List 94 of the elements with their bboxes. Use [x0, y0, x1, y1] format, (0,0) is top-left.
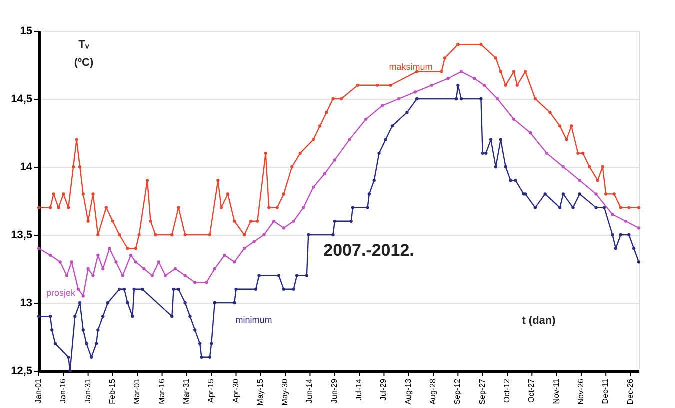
x-tick-label: Jun-29 — [330, 378, 339, 404]
x-tick-label: May-15 — [256, 378, 265, 406]
point — [102, 267, 105, 271]
x-tick-label: Dec-11 — [601, 378, 610, 404]
point — [364, 118, 368, 121]
point — [164, 274, 168, 278]
x-tick-label: Sep-12 — [453, 378, 462, 405]
x-tick-label: Nov-26 — [576, 378, 586, 405]
point — [460, 70, 464, 74]
point — [223, 254, 226, 257]
point — [312, 186, 316, 189]
point — [496, 97, 500, 101]
point — [76, 288, 80, 291]
x-tick-label: Oct-27 — [527, 378, 536, 404]
annotation: prosjek — [46, 288, 76, 298]
x-tick-label: Mar-16 — [157, 378, 166, 404]
point — [302, 206, 306, 210]
point — [48, 254, 52, 257]
x-tick-label: Jan-31 — [83, 378, 92, 404]
y-tick-label: 15 — [20, 26, 32, 38]
y-axis-title: Tᵥ (ºC) — [74, 39, 94, 69]
point — [92, 274, 95, 278]
x-tick-label: Jun-14 — [305, 378, 314, 404]
point — [397, 97, 401, 101]
point — [545, 152, 549, 155]
point — [528, 131, 532, 135]
point — [114, 260, 118, 264]
point — [184, 274, 187, 278]
x-tick-label: Jan-16 — [58, 378, 68, 404]
point — [108, 247, 112, 250]
x-tick-label: Oct-12 — [502, 378, 512, 404]
point — [58, 260, 62, 264]
point — [174, 267, 178, 271]
x-tick-label: May-30 — [280, 378, 290, 406]
x-tick-label: Jul-14 — [354, 378, 364, 401]
point — [611, 213, 614, 216]
x-tick-label: Aug-28 — [428, 378, 438, 405]
x-tick-label: Apr-30 — [231, 378, 240, 404]
point — [65, 274, 69, 278]
x-tick-label: Jul-29 — [379, 378, 388, 401]
point — [82, 294, 85, 298]
point — [482, 84, 486, 87]
point — [446, 77, 450, 80]
x-tick-label: Dec-26 — [626, 378, 635, 405]
point — [562, 165, 565, 169]
point — [637, 226, 641, 230]
point — [512, 118, 516, 121]
point — [129, 254, 133, 257]
point — [292, 220, 296, 223]
point — [213, 267, 216, 271]
x-tick-label: Apr-15 — [206, 378, 216, 404]
annotation: minimum — [236, 315, 272, 325]
point — [194, 281, 197, 284]
point — [121, 274, 124, 278]
point — [594, 192, 598, 196]
x-axis-title: t (dan) — [522, 315, 556, 327]
point — [37, 247, 41, 250]
point — [272, 220, 276, 223]
x-tick-label: Jan-01 — [34, 378, 43, 404]
point — [348, 138, 352, 142]
point — [333, 158, 336, 162]
point — [624, 220, 628, 223]
point — [205, 281, 208, 284]
x-tick-label: Feb-15 — [108, 378, 117, 404]
point — [86, 267, 90, 271]
point — [142, 267, 146, 271]
point — [70, 260, 74, 264]
point — [96, 254, 100, 257]
point — [242, 247, 246, 250]
x-tick-label: Mar-01 — [132, 378, 142, 404]
point — [430, 84, 434, 87]
y-tick-label: 14,5 — [11, 94, 32, 106]
point — [380, 104, 384, 108]
point — [150, 274, 154, 278]
y-tick-label: 13,5 — [11, 230, 32, 242]
point — [252, 240, 256, 244]
annotation: 2007.-2012. — [324, 241, 414, 260]
x-tick-label: Mar-31 — [182, 378, 191, 404]
y-tick-label: 13 — [20, 298, 32, 310]
x-tick-label: Nov-11 — [552, 378, 561, 404]
point — [282, 226, 286, 230]
point — [157, 260, 161, 264]
point — [473, 77, 476, 80]
y-tick-label: 14 — [20, 162, 34, 174]
annotation: maksimum — [389, 62, 433, 72]
point — [233, 260, 236, 264]
x-tick-label: Sep-27 — [478, 378, 487, 405]
point — [578, 179, 582, 182]
x-tick-label: Aug-13 — [404, 378, 413, 405]
y-tick-label: 12,5 — [11, 366, 32, 378]
point — [262, 233, 266, 237]
point — [134, 260, 138, 264]
point — [323, 172, 327, 176]
point — [414, 90, 418, 94]
